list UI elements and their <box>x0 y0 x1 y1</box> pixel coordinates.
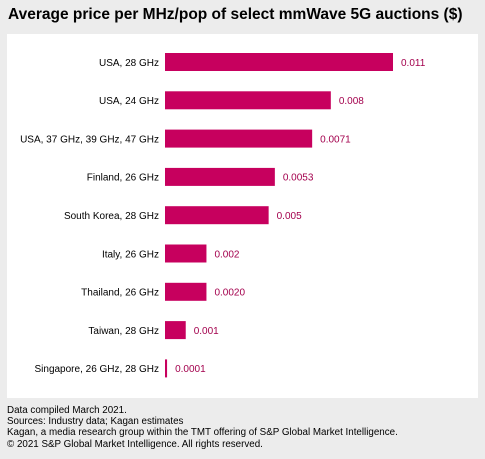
value-label: 0.002 <box>214 249 239 260</box>
bar <box>165 282 207 301</box>
footer-sources: Sources: Industry data; Kagan estimates <box>7 416 184 428</box>
chart-title: Average price per MHz/pop of select mmWa… <box>8 6 463 23</box>
bar <box>165 167 275 186</box>
bar <box>165 53 393 71</box>
category-label: Singapore, 26 GHz, 28 GHz <box>34 364 159 375</box>
bar <box>165 91 331 110</box>
footer-data-note: Data compiled March 2021. <box>7 405 127 416</box>
chart-plot-area: USA, 28 GHz 0.011 USA, 24 GHz 0.008 USA, 37 … <box>7 34 478 398</box>
value-label: 0.0071 <box>320 134 351 145</box>
value-label: 0.008 <box>339 96 364 107</box>
value-label: 0.0053 <box>283 173 314 184</box>
chart-footer: Data compiled March 2021. Sources: Indus… <box>7 405 398 450</box>
category-label: Thailand, 26 GHz <box>81 288 159 299</box>
value-label: 0.005 <box>277 211 302 222</box>
bar <box>165 359 168 378</box>
category-label: Taiwan, 28 GHz <box>88 326 159 337</box>
value-label: 0.001 <box>194 326 219 337</box>
bar-chart: USA, 28 GHz 0.011 USA, 24 GHz 0.008 USA, 37 … <box>20 53 426 378</box>
value-label: 0.0020 <box>214 288 245 299</box>
category-label: USA, 37 GHz, 39 GHz, 47 GHz <box>20 134 159 145</box>
bar <box>165 321 186 340</box>
bar <box>165 206 269 225</box>
footer-kagan-note: Kagan, a media research group within the… <box>7 427 398 439</box>
category-label: Finland, 26 GHz <box>87 173 159 184</box>
category-label: South Korea, 28 GHz <box>64 211 159 222</box>
category-label: USA, 24 GHz <box>99 96 159 107</box>
category-label: USA, 28 GHz <box>99 58 159 69</box>
category-label: Italy, 26 GHz <box>102 249 159 260</box>
value-label: 0.0001 <box>175 364 206 375</box>
bar <box>165 244 207 263</box>
value-label: 0.011 <box>401 58 426 69</box>
bar <box>165 129 313 148</box>
footer-copyright: © 2021 S&P Global Market Intelligence. A… <box>7 438 263 450</box>
